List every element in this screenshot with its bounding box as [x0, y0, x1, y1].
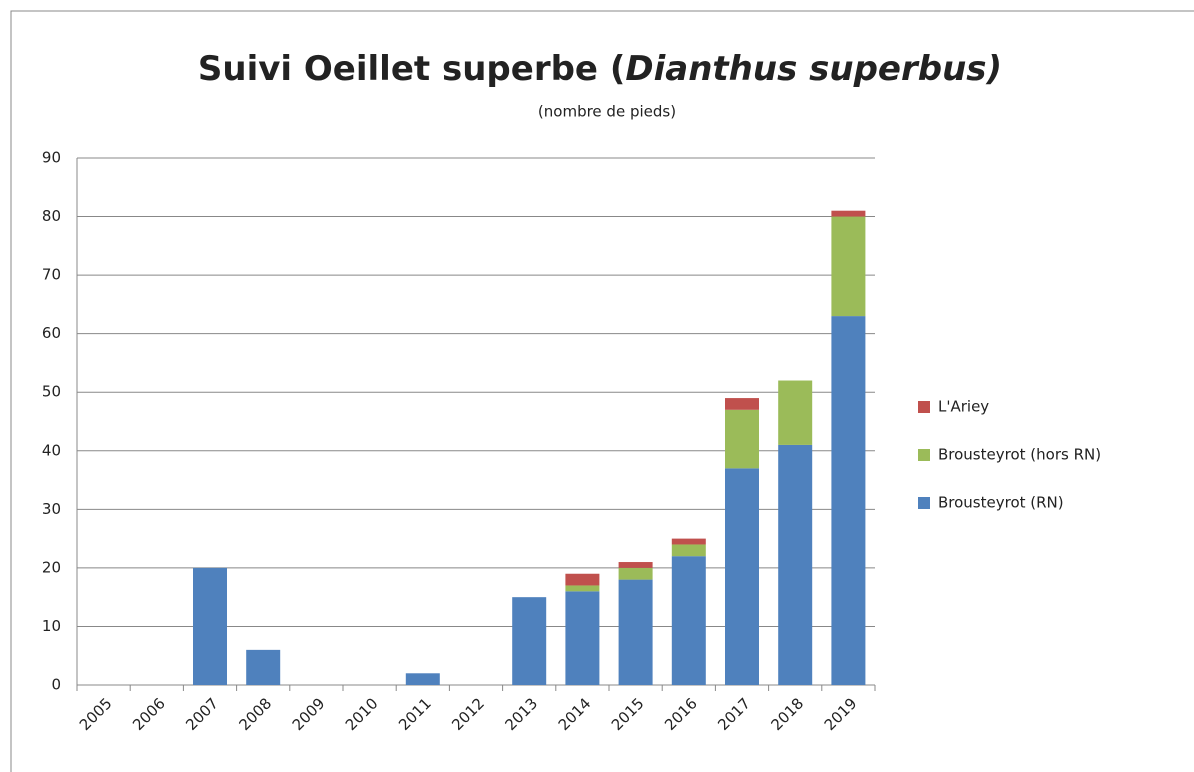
title-part: Dianthus superbus)	[625, 49, 1002, 89]
bar-segment	[778, 444, 813, 685]
bar-segment	[565, 591, 600, 685]
y-tick-label: 80	[42, 207, 61, 225]
title-part: Suivi Oeillet superbe (	[198, 49, 625, 89]
bar-segment	[725, 398, 759, 410]
bar-segment	[671, 556, 706, 685]
bar-segment	[618, 567, 653, 580]
bar-segment	[671, 544, 706, 557]
bar-segment	[778, 380, 813, 445]
y-tick-label: 90	[42, 149, 61, 167]
bar-segment	[725, 468, 759, 685]
bar-segment	[618, 579, 653, 685]
legend-label: Brousteyrot (RN)	[938, 494, 1064, 512]
y-tick-label: 40	[42, 441, 61, 459]
bar-segment	[831, 316, 866, 685]
legend-label: Brousteyrot (hors RN)	[938, 446, 1101, 464]
legend-label: L'Ariey	[938, 398, 989, 416]
bar-segment	[246, 649, 281, 685]
y-tick-label: 10	[42, 617, 61, 635]
bar-segment	[512, 597, 547, 685]
bar-segment	[565, 573, 600, 586]
bar-segment	[193, 567, 227, 685]
bar-segment	[831, 210, 866, 217]
bar-segment	[831, 216, 866, 317]
bar-segment	[565, 585, 600, 592]
legend-swatch	[918, 497, 930, 509]
y-tick-label: 70	[42, 266, 61, 284]
bar-segment	[725, 409, 759, 469]
legend-swatch	[918, 401, 930, 413]
y-tick-label: 30	[42, 500, 61, 518]
y-tick-label: 20	[42, 558, 61, 576]
chart-frame	[10, 10, 1194, 772]
chart-title: Suivi Oeillet superbe (Dianthus superbus…	[198, 49, 1002, 89]
chart-subtitle: (nombre de pieds)	[538, 103, 676, 121]
bar-segment	[618, 562, 653, 568]
y-tick-label: 50	[42, 383, 61, 401]
bar-segment	[405, 673, 440, 685]
y-tick-label: 60	[42, 324, 61, 342]
y-tick-label: 0	[51, 676, 61, 694]
legend-swatch	[918, 449, 930, 461]
bar-segment	[671, 538, 706, 545]
